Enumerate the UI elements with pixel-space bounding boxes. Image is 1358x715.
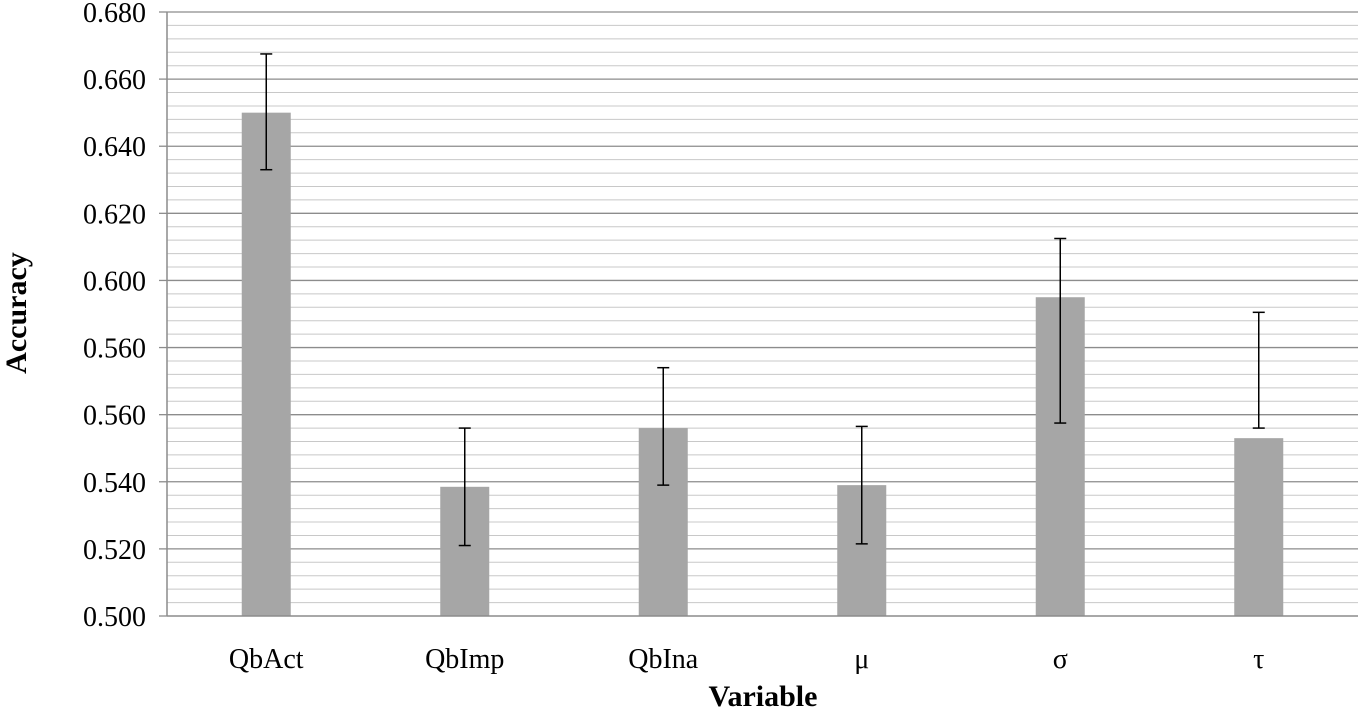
y-tick-label: 0.540: [83, 468, 146, 499]
y-tick-label: 0.600: [83, 266, 146, 297]
axes: [159, 11, 1358, 617]
y-tick-label: 0.620: [83, 199, 146, 230]
error-bar-2: [657, 366, 670, 486]
x-tick-label: QbAct: [229, 644, 304, 675]
x-tick-label: QbIna: [628, 644, 699, 675]
x-tick-label: σ: [1053, 644, 1068, 675]
bar-5: [1234, 438, 1284, 616]
y-tick-label: 0.560: [83, 334, 146, 365]
error-bar-3: [855, 425, 868, 545]
y-axis-title: Accuracy: [0, 252, 33, 374]
y-tick-label: 0.660: [83, 65, 146, 96]
x-category-labels: QbAct QbImp QbIna μ σ τ: [229, 644, 1264, 675]
error-bar-5: [1252, 311, 1265, 429]
y-tick-label: 0.640: [83, 132, 146, 163]
bars: [241, 112, 1284, 617]
y-tick-label: 0.680: [83, 0, 146, 29]
x-axis-title: Variable: [709, 680, 818, 710]
error-bar-1: [458, 427, 471, 547]
y-tick-labels: 0.500 0.520 0.540 0.560 0.560 0.600 0.620 0.640…: [83, 0, 146, 633]
error-bar-0: [260, 53, 273, 171]
y-tick-label: 0.520: [83, 535, 146, 566]
error-bars: [260, 53, 1265, 547]
y-tick-label: 0.500: [83, 602, 146, 633]
x-tick-label: τ: [1253, 644, 1264, 675]
x-tick-label: QbImp: [425, 644, 504, 675]
error-bar-4: [1054, 237, 1067, 424]
x-tick-label: μ: [854, 644, 869, 675]
bar-0: [241, 112, 291, 617]
gridlines: [167, 11, 1358, 604]
y-tick-label: 0.560: [83, 401, 146, 432]
